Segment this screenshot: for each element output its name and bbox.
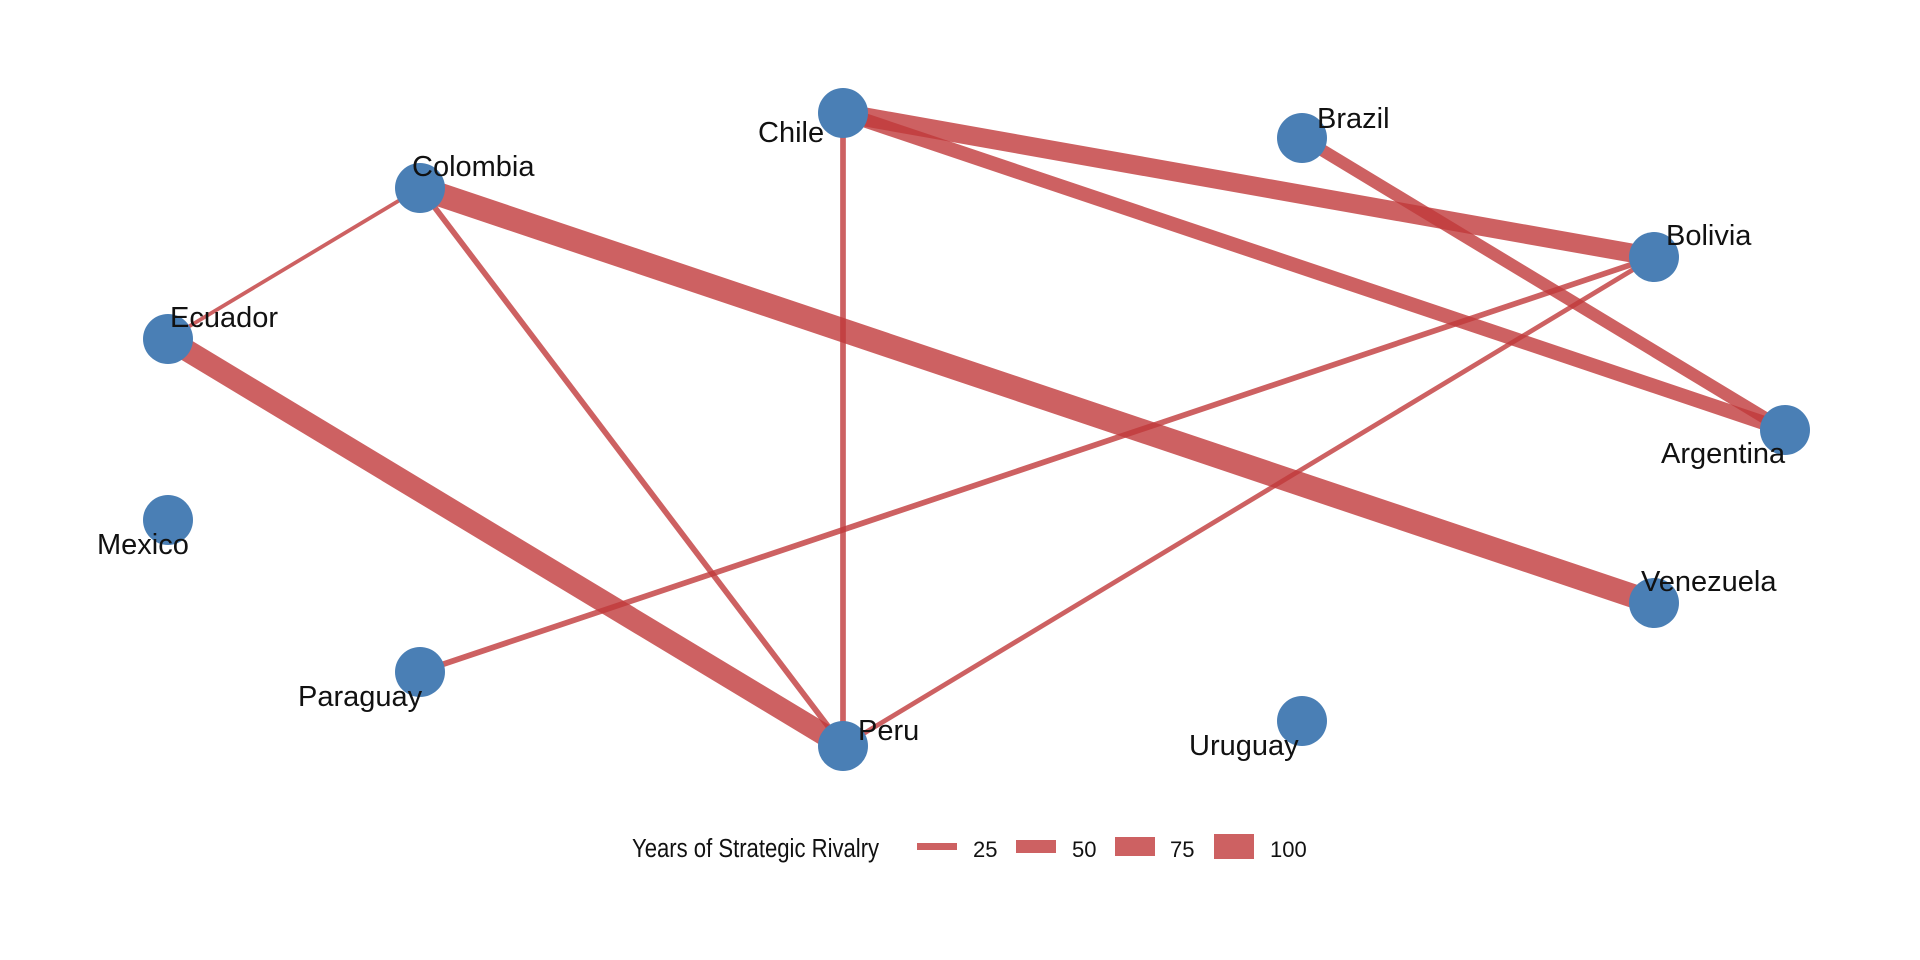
- node-uruguay: [1277, 696, 1327, 746]
- node-chile: [818, 88, 868, 138]
- node-label-ecuador: Ecuador: [170, 302, 278, 334]
- edge-chile-argentina: [840, 106, 1788, 437]
- nodes-layer: [143, 88, 1810, 771]
- node-label-colombia: Colombia: [412, 151, 535, 183]
- node-label-chile: Chile: [758, 117, 824, 149]
- node-label-argentina: Argentina: [1661, 438, 1786, 470]
- node-brazil: [1277, 113, 1327, 163]
- legend-swatch-75: [1115, 837, 1155, 856]
- node-argentina: [1760, 405, 1810, 455]
- node-label-paraguay: Paraguay: [298, 681, 423, 713]
- edge-colombia-venezuela: [416, 176, 1658, 615]
- edge-colombia-peru: [417, 186, 846, 748]
- node-bolivia: [1629, 232, 1679, 282]
- edge-chile-bolivia: [841, 103, 1656, 267]
- legend-swatch-25: [917, 843, 957, 850]
- node-label-brazil: Brazil: [1317, 103, 1390, 135]
- edge-brazil-argentina: [1298, 132, 1789, 436]
- node-label-peru: Peru: [858, 715, 919, 747]
- legend-key-100: 100: [1270, 837, 1307, 862]
- node-label-mexico: Mexico: [97, 529, 189, 561]
- legend: Years of Strategic Rivalry 25 50 75 100: [632, 834, 1307, 863]
- legend-swatch-50: [1016, 840, 1056, 853]
- legend-swatch-100: [1214, 834, 1254, 859]
- legend-title: Years of Strategic Rivalry: [632, 834, 879, 863]
- legend-key-50: 50: [1072, 837, 1096, 862]
- edge-ecuador-peru: [162, 329, 849, 756]
- edge-bolivia-peru: [841, 254, 1656, 749]
- node-label-venezuela: Venezuela: [1641, 566, 1777, 598]
- node-label-bolivia: Bolivia: [1666, 220, 1752, 252]
- legend-key-75: 75: [1170, 837, 1194, 862]
- node-paraguay: [395, 647, 445, 697]
- edges-layer: [162, 103, 1789, 756]
- node-mexico: [143, 495, 193, 545]
- node-colombia: [395, 163, 445, 213]
- node-venezuela: [1629, 578, 1679, 628]
- node-ecuador: [143, 314, 193, 364]
- legend-key-25: 25: [973, 837, 997, 862]
- node-peru: [818, 721, 868, 771]
- node-label-uruguay: Uruguay: [1189, 730, 1299, 762]
- edge-bolivia-paraguay: [419, 254, 1655, 675]
- labels-layer: Chile Brazil Colombia Bolivia Ecuador Argenti…: [97, 103, 1786, 762]
- edge-colombia-ecuador: [167, 186, 421, 341]
